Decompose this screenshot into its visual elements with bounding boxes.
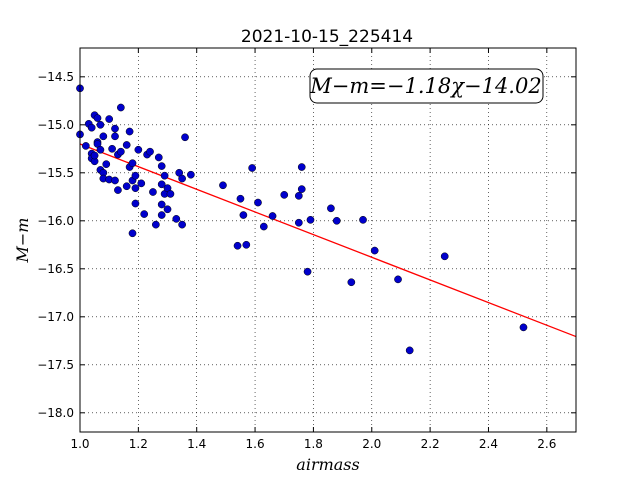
data-point: [303, 267, 312, 276]
data-point: [128, 159, 137, 168]
data-point: [81, 142, 90, 150]
data-point: [131, 199, 140, 208]
data-point: [96, 145, 105, 154]
data-point: [102, 160, 111, 169]
data-point: [154, 153, 163, 162]
data-point: [280, 191, 289, 199]
x-tick-label: 1.6: [246, 437, 265, 451]
data-point: [114, 186, 122, 194]
plot-frame: [79, 47, 577, 433]
data-point: [242, 240, 251, 249]
y-tick-label: −14.5: [37, 70, 74, 84]
data-point: [297, 185, 306, 193]
data-point: [137, 179, 146, 188]
y-tick-label: −15.0: [37, 118, 74, 132]
x-tick-label: 2.4: [479, 437, 498, 451]
y-tick-label: −17.0: [37, 310, 74, 324]
data-point: [146, 147, 154, 156]
data-point: [187, 170, 195, 179]
data-point: [93, 114, 102, 122]
x-tick-label: 1.0: [70, 437, 89, 451]
data-point: [233, 241, 242, 250]
data-point: [294, 218, 303, 227]
y-tick-label: −16.0: [37, 214, 74, 228]
data-point: [134, 145, 143, 154]
data-point: [105, 115, 114, 123]
data-point: [125, 127, 134, 136]
data-point: [96, 120, 105, 129]
y-tick-label: −15.5: [37, 166, 74, 180]
data-point: [327, 204, 335, 213]
data-point: [178, 174, 186, 183]
y-tick-label: −16.5: [37, 262, 74, 276]
y-tick-label: −17.5: [37, 358, 74, 372]
data-point: [239, 211, 248, 219]
data-point: [347, 278, 356, 287]
data-point: [359, 215, 367, 224]
data-point: [370, 246, 379, 255]
data-point: [131, 171, 140, 180]
data-point: [128, 229, 137, 238]
data-point: [259, 222, 268, 231]
data-point: [297, 163, 306, 171]
x-tick-label: 2.2: [421, 437, 440, 451]
data-point: [294, 191, 303, 200]
data-point: [108, 144, 116, 153]
data-point: [116, 103, 125, 112]
data-point: [157, 162, 166, 170]
data-point: [166, 190, 175, 198]
data-point: [236, 194, 245, 203]
data-point: [149, 188, 157, 196]
data-point: [178, 220, 186, 229]
data-point: [152, 220, 160, 229]
data-point: [219, 181, 227, 190]
data-point: [111, 132, 119, 141]
x-tick-label: 1.2: [129, 437, 148, 451]
data-point: [131, 184, 140, 193]
data-point: [157, 180, 166, 189]
data-point: [87, 123, 96, 132]
data-point: [254, 198, 262, 207]
data-point: [332, 216, 341, 225]
data-point: [268, 212, 277, 220]
x-axis-label: airmass: [296, 455, 359, 474]
data-point: [394, 275, 402, 284]
ticks: 1.0 1.2 1.4 1.6 1.8 2.0 2.2 2.4 2.6 −14.5 −15.0 −15…: [37, 48, 576, 451]
data-point: [99, 132, 108, 141]
data-point: [440, 252, 449, 261]
data-point: [519, 323, 528, 332]
data-point: [160, 171, 169, 180]
data-point: [405, 346, 414, 355]
points-layer: [76, 84, 528, 355]
x-tick-label: 2.0: [362, 437, 381, 451]
data-point: [306, 215, 315, 224]
y-tick-label: −18.0: [37, 406, 74, 420]
y-axis-label: M−m: [13, 218, 32, 264]
data-point: [248, 164, 256, 172]
data-point: [172, 215, 181, 223]
x-tick-label: 2.6: [537, 437, 556, 451]
data-point: [90, 151, 99, 160]
chart-title: 2021-10-15_225414: [241, 27, 413, 47]
x-tick-label: 1.4: [187, 437, 206, 451]
data-point: [111, 124, 119, 133]
data-point: [157, 200, 166, 209]
data-point: [163, 205, 172, 214]
annotation-text: M−m=−1.18χ−14.02: [309, 74, 541, 98]
fit-annotation: M−m=−1.18χ−14.02: [309, 68, 544, 104]
annotation-box: [309, 68, 544, 104]
x-tick-label: 1.8: [304, 437, 323, 451]
data-point: [181, 133, 189, 142]
data-point: [116, 147, 125, 156]
data-point: [140, 210, 149, 218]
data-point: [122, 141, 131, 149]
data-point: [111, 176, 119, 185]
data-point: [157, 211, 166, 219]
data-point: [122, 182, 131, 191]
